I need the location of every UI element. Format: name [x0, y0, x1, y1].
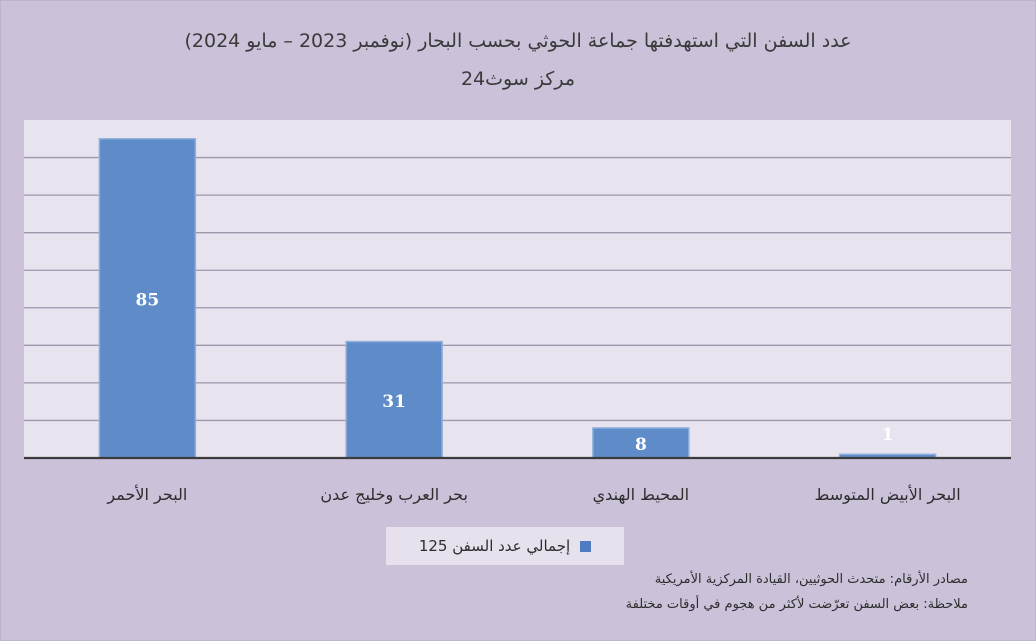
- legend-label: إجمالي عدد السفن 125: [418, 537, 571, 555]
- legend-swatch: [580, 540, 592, 552]
- category-label: بحر العرب وخليج عدن: [320, 485, 468, 505]
- data-label: 1: [882, 425, 894, 445]
- chart-title: عدد السفن التي استهدفتها جماعة الحوثي بح…: [184, 30, 852, 52]
- category-label: البحر الأحمر: [106, 484, 187, 505]
- chart-subtitle: مركز سوث24: [460, 68, 576, 90]
- data-label: 8: [635, 435, 647, 455]
- category-label: البحر الأبيض المتوسط: [815, 484, 961, 505]
- remark-note: ملاحظة: بعض السفن تعرّضت لأكثر من هجوم ف…: [625, 597, 968, 612]
- legend: إجمالي عدد السفن 125: [386, 527, 624, 565]
- category-label: المحيط الهندي: [593, 485, 689, 505]
- data-label: 31: [382, 392, 406, 412]
- bar: [345, 340, 443, 459]
- sources-note: مصادر الأرقام: متحدث الحوثيين، القيادة ا…: [654, 572, 968, 587]
- bar: [98, 138, 197, 459]
- data-label: 85: [136, 290, 160, 310]
